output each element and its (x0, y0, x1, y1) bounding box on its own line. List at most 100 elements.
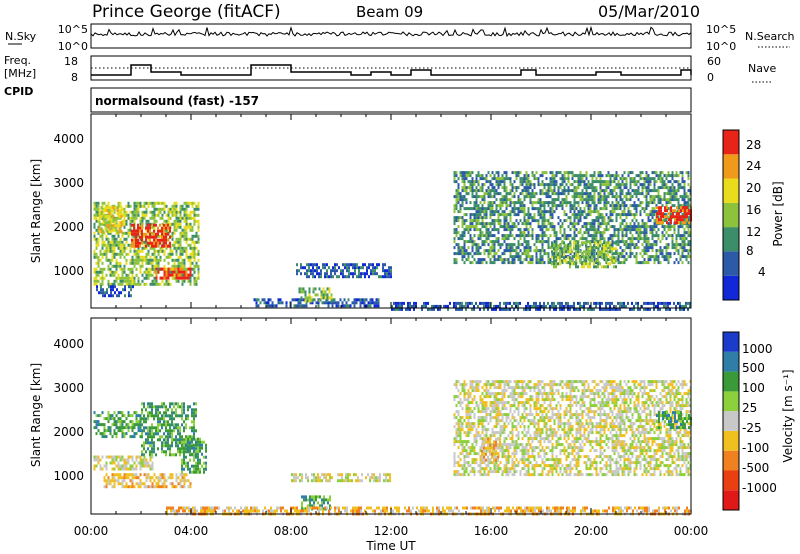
velocity-cell-0 (97, 423, 100, 427)
power-cell-8 (625, 216, 628, 220)
power-cell-8 (575, 192, 578, 196)
power-cell-8 (565, 198, 568, 202)
power-cell-8 (593, 204, 596, 208)
power-cell-0 (135, 267, 138, 271)
power-cell-0 (95, 255, 98, 259)
power-cell-8 (671, 183, 674, 187)
velocity-cell-2 (131, 458, 134, 462)
power-cell-9 (557, 253, 559, 257)
power-cell-8 (559, 225, 562, 229)
power-cell-0 (93, 267, 96, 271)
velocity-cell-2 (137, 461, 140, 465)
power-cell-8 (593, 240, 596, 244)
power-cell-8 (543, 222, 546, 226)
power-cell-11 (501, 307, 503, 311)
power-cell-5 (337, 301, 340, 305)
power-cell-6 (346, 263, 348, 267)
power-cell-8 (681, 234, 684, 238)
power-cell-0 (131, 219, 134, 223)
power-cell-0 (131, 279, 134, 283)
power-cell-7 (300, 290, 303, 294)
power-cell-8 (511, 234, 514, 238)
power-cell-10 (666, 221, 668, 225)
velocity-cell-1 (165, 453, 167, 457)
power-cell-8 (465, 213, 468, 217)
power-cell-8 (615, 252, 618, 256)
power-cell-8 (615, 219, 618, 223)
power-cell-0 (159, 207, 162, 211)
power-cell-9 (599, 244, 601, 248)
power-cell-9 (579, 250, 581, 254)
power-cell-8 (463, 249, 466, 253)
velocity-cell-1 (179, 450, 181, 454)
power-cell-8 (607, 228, 610, 232)
power-cell-8 (473, 252, 476, 256)
power-cell-1 (161, 229, 163, 233)
power-cell-8 (663, 225, 666, 229)
power-cell-8 (461, 246, 464, 250)
power-cell-2 (169, 273, 172, 277)
power-cell-8 (645, 198, 648, 202)
power-cell-3 (108, 212, 111, 216)
power-cell-8 (495, 180, 498, 184)
power-cell-9 (585, 241, 587, 245)
power-cell-8 (649, 213, 652, 217)
power-cell-8 (475, 261, 478, 265)
power-cell-8 (649, 180, 652, 184)
power-cell-8 (497, 171, 500, 175)
power-cell-8 (649, 225, 652, 229)
velocity-cell-0 (103, 417, 106, 421)
power-cell-8 (639, 183, 642, 187)
power-cell-8 (573, 204, 576, 208)
power-cell-1 (131, 223, 133, 227)
power-cell-0 (189, 210, 192, 214)
power-cell-6 (348, 275, 350, 279)
power-cell-8 (519, 171, 522, 175)
power-cell-0 (139, 249, 142, 253)
power-cell-5 (253, 298, 256, 302)
power-cell-8 (549, 183, 552, 187)
power-cell-0 (127, 216, 130, 220)
power-cell-0 (125, 261, 128, 265)
power-cell-8 (663, 246, 666, 250)
velocity-cell-1 (187, 414, 189, 418)
power-cell-0 (117, 231, 120, 235)
power-cell-8 (487, 255, 490, 259)
velocity-cell-0 (111, 414, 114, 418)
power-cell-0 (195, 219, 198, 223)
power-cell-4 (124, 294, 126, 298)
power-cell-0 (189, 246, 192, 250)
power-cell-8 (539, 261, 542, 265)
velocity-cell-1 (151, 435, 153, 439)
power-cell-0 (131, 255, 134, 259)
power-cell-9 (565, 259, 567, 263)
power-cell-8 (557, 222, 560, 226)
power-cell-8 (647, 255, 650, 259)
power-cell-8 (577, 231, 580, 235)
power-cell-8 (461, 201, 464, 205)
power-cell-0 (95, 204, 98, 208)
velocity-cell-0 (121, 432, 124, 436)
power-cell-8 (683, 240, 686, 244)
power-cell-8 (583, 216, 586, 220)
power-cell-8 (515, 171, 518, 175)
power-cell-1 (161, 232, 163, 236)
power-cell-0 (175, 222, 178, 226)
power-cell-4 (100, 288, 102, 292)
power-cell-8 (569, 222, 572, 226)
power-cell-8 (617, 213, 620, 217)
power-cell-8 (641, 249, 644, 253)
velocity-cell-1 (151, 453, 153, 457)
power-cell-1 (133, 244, 135, 248)
power-cell-9 (605, 253, 607, 257)
power-cell-9 (575, 247, 577, 251)
power-cell-8 (647, 201, 650, 205)
power-cell-8 (525, 252, 528, 256)
power-cell-8 (461, 249, 464, 253)
power-cell-7 (324, 293, 327, 297)
power-cell-11 (555, 307, 557, 311)
power-cell-8 (473, 204, 476, 208)
power-cell-8 (651, 234, 654, 238)
power-cell-0 (185, 201, 188, 205)
power-cell-8 (457, 195, 460, 199)
